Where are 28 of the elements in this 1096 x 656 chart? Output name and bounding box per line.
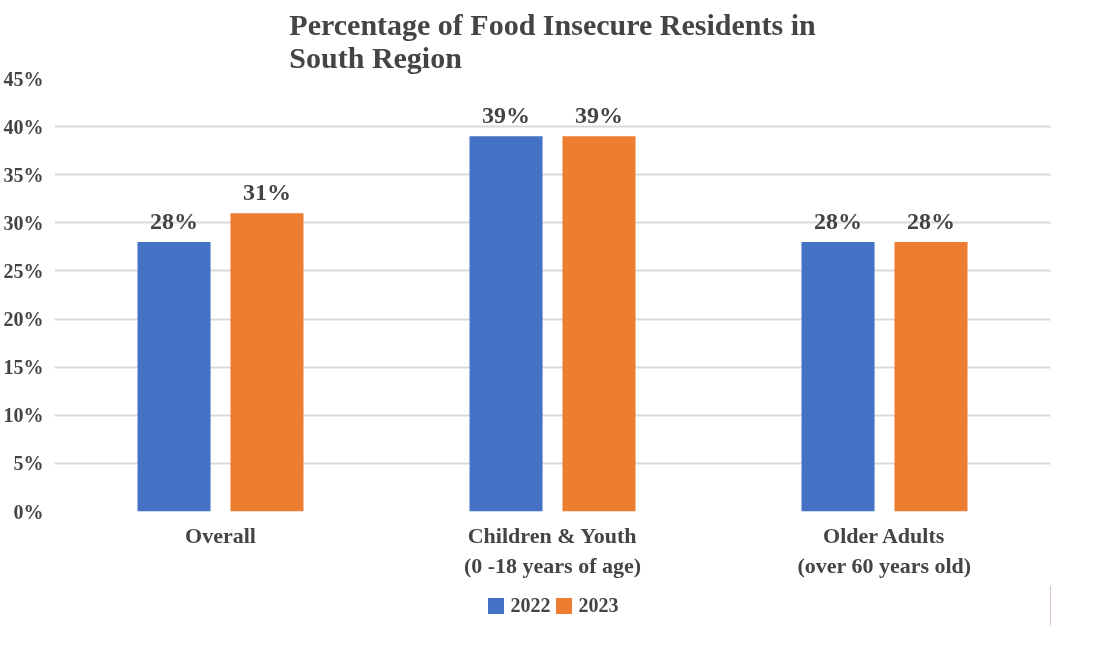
chart-title: Percentage of Food Insecure Residents in South Region bbox=[289, 7, 816, 74]
data-label: 39% bbox=[482, 102, 531, 129]
bar bbox=[562, 136, 636, 512]
bar bbox=[230, 213, 304, 512]
y-tick-label: 40% bbox=[3, 115, 44, 138]
y-tick-label: 45% bbox=[3, 67, 44, 90]
y-tick-label: 30% bbox=[3, 211, 44, 234]
y-tick-label: 35% bbox=[3, 163, 44, 186]
data-label: 31% bbox=[242, 179, 291, 206]
bar bbox=[801, 242, 875, 512]
x-tick-label: Older Adults (over 60 years old) bbox=[797, 522, 972, 578]
bar bbox=[469, 136, 543, 512]
x-tick-label: Children & Youth (0 -18 years of age) bbox=[463, 522, 642, 578]
y-tick-label: 25% bbox=[3, 259, 44, 282]
data-label: 39% bbox=[574, 102, 623, 129]
bar bbox=[137, 242, 211, 512]
y-tick-label: 10% bbox=[3, 404, 44, 427]
legend-label: 2023 bbox=[578, 593, 619, 617]
bar bbox=[894, 242, 968, 512]
y-tick-label: 20% bbox=[3, 308, 44, 331]
data-label: 28% bbox=[814, 208, 863, 235]
y-tick-label: 15% bbox=[3, 356, 44, 379]
y-tick-label: 0% bbox=[13, 500, 44, 523]
data-label: 28% bbox=[906, 208, 955, 235]
legend-label: 2022 bbox=[510, 593, 551, 617]
x-tick-label: Overall bbox=[185, 522, 256, 548]
data-label: 28% bbox=[150, 208, 199, 235]
y-tick-label: 5% bbox=[13, 452, 44, 475]
